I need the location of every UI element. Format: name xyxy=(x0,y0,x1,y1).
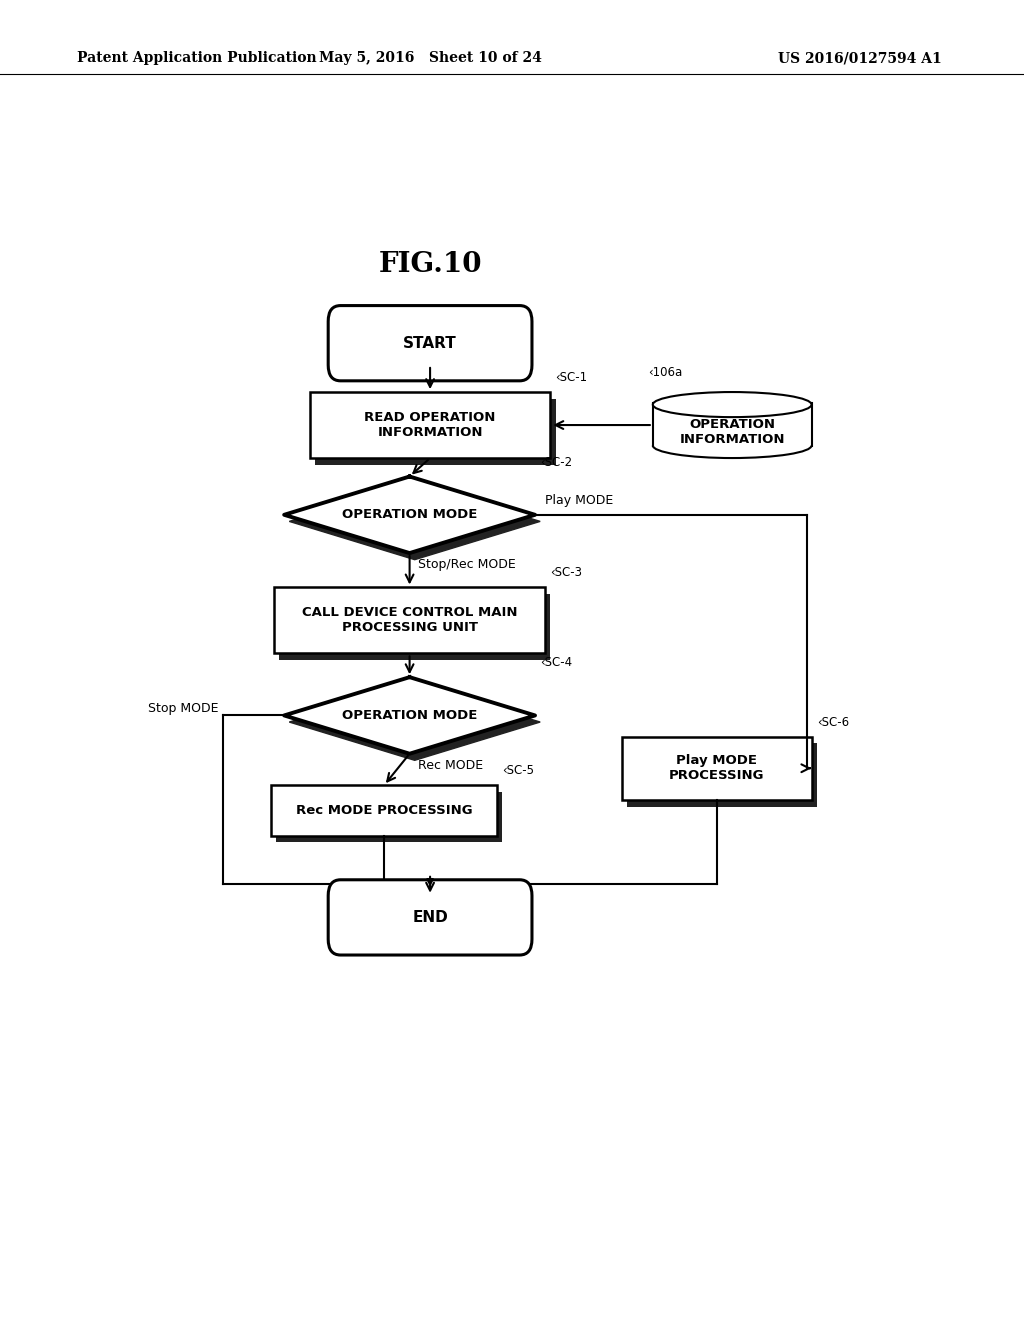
Text: OPERATION MODE: OPERATION MODE xyxy=(342,709,477,722)
Bar xyxy=(279,594,551,660)
Text: Rec MODE: Rec MODE xyxy=(418,759,483,772)
Polygon shape xyxy=(290,483,541,560)
Text: ‹SC-3: ‹SC-3 xyxy=(551,566,583,579)
Text: ‹SC-4: ‹SC-4 xyxy=(541,656,572,669)
Text: ‹SC-2: ‹SC-2 xyxy=(541,455,572,469)
Text: Play MODE: Play MODE xyxy=(545,494,613,507)
Bar xyxy=(276,792,502,842)
Bar xyxy=(653,392,811,446)
Text: ‹SC-1: ‹SC-1 xyxy=(555,371,588,384)
Text: OPERATION
INFORMATION: OPERATION INFORMATION xyxy=(679,417,785,446)
FancyBboxPatch shape xyxy=(328,305,532,380)
Text: READ OPERATION
INFORMATION: READ OPERATION INFORMATION xyxy=(365,411,496,440)
Polygon shape xyxy=(285,677,535,754)
Text: May 5, 2016   Sheet 10 of 24: May 5, 2016 Sheet 10 of 24 xyxy=(318,51,542,65)
Text: Stop MODE: Stop MODE xyxy=(147,702,218,715)
Text: OPERATION MODE: OPERATION MODE xyxy=(342,508,477,521)
Bar xyxy=(622,737,811,800)
Ellipse shape xyxy=(653,392,811,417)
Bar xyxy=(271,785,497,836)
Bar xyxy=(627,743,816,807)
Text: Play MODE
PROCESSING: Play MODE PROCESSING xyxy=(669,754,765,783)
Text: ‹SC-6: ‹SC-6 xyxy=(817,715,849,729)
Polygon shape xyxy=(285,477,535,553)
Text: END: END xyxy=(413,909,447,925)
Polygon shape xyxy=(290,684,541,760)
Text: START: START xyxy=(403,335,457,351)
Bar xyxy=(274,587,545,653)
Text: Rec MODE PROCESSING: Rec MODE PROCESSING xyxy=(296,804,472,817)
Bar xyxy=(315,399,555,465)
Text: FIG.10: FIG.10 xyxy=(378,251,482,277)
Bar xyxy=(309,392,551,458)
Text: CALL DEVICE CONTROL MAIN
PROCESSING UNIT: CALL DEVICE CONTROL MAIN PROCESSING UNIT xyxy=(302,606,517,635)
Text: US 2016/0127594 A1: US 2016/0127594 A1 xyxy=(778,51,942,65)
Text: ‹SC-5: ‹SC-5 xyxy=(502,764,534,777)
Text: Patent Application Publication: Patent Application Publication xyxy=(77,51,316,65)
Text: ‹106a: ‹106a xyxy=(647,366,682,379)
Text: Stop/Rec MODE: Stop/Rec MODE xyxy=(418,558,515,572)
FancyBboxPatch shape xyxy=(328,880,532,956)
